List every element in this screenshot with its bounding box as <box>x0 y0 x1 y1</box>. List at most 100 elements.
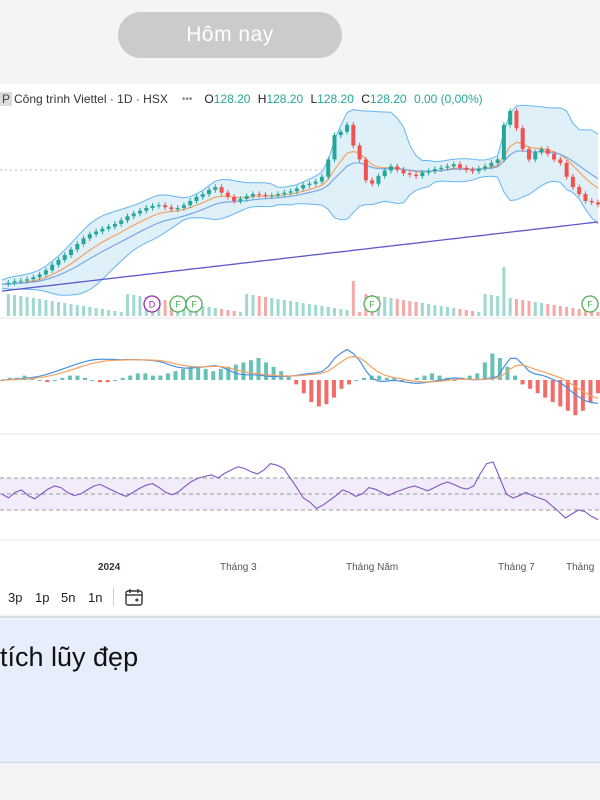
x-tick-thang-7: Tháng 7 <box>498 562 535 573</box>
candle-body <box>570 176 575 188</box>
volume-bar <box>439 306 443 316</box>
candle-body <box>451 164 456 167</box>
today-button[interactable]: Hôm nay <box>118 12 342 58</box>
macd-histogram-bar <box>505 366 510 380</box>
candle-body <box>257 194 262 196</box>
volume-bar <box>433 305 437 316</box>
volume-bar <box>508 298 512 316</box>
candle-body <box>131 213 136 217</box>
post-text: tích lũy đẹp <box>0 642 139 672</box>
macd-histogram-bar <box>233 364 238 380</box>
volume-bar <box>69 304 73 316</box>
candle-body <box>332 135 337 160</box>
rsi-line <box>1 461 599 521</box>
event-marker[interactable]: F <box>363 295 381 313</box>
more-options-icon[interactable]: ••• <box>181 93 193 105</box>
volume-bar <box>571 308 575 316</box>
toolbar-divider <box>113 588 114 606</box>
change-value: 0.00 (0,00%) <box>413 92 483 106</box>
macd-histogram-bar <box>588 380 593 402</box>
candle-body <box>288 191 293 193</box>
volume-bar <box>207 307 211 316</box>
rsi-panel <box>0 461 600 521</box>
open-label: O <box>204 92 214 106</box>
event-marker-circle <box>143 295 161 313</box>
candle-body <box>276 194 281 196</box>
timeframe-toolbar: 3p 1p 5n 1n <box>0 586 600 610</box>
candle-body <box>470 169 475 172</box>
candle-body <box>583 194 588 201</box>
timeframe-1n[interactable]: 1n <box>88 590 103 605</box>
ma-long <box>1 221 599 292</box>
candle-body <box>112 223 117 227</box>
volume-bar <box>514 299 518 316</box>
candle-body <box>294 188 299 192</box>
candle-body <box>31 277 36 280</box>
macd-histogram-bar <box>301 380 306 394</box>
candle-body <box>351 124 356 146</box>
calendar-icon[interactable] <box>124 587 144 610</box>
bollinger-fill <box>2 105 598 296</box>
macd-histogram-bar <box>248 360 253 380</box>
macd-histogram-bar <box>7 377 12 380</box>
volume-bar <box>276 299 280 316</box>
event-marker[interactable]: F <box>581 295 599 313</box>
volume-bar <box>220 309 224 316</box>
symbol-fragment[interactable]: P <box>0 92 13 106</box>
volume-bar <box>345 310 349 316</box>
event-marker-circle <box>581 295 599 313</box>
candle-body <box>495 159 500 163</box>
candle-body <box>238 198 243 201</box>
macd-histogram-bar <box>45 380 50 383</box>
candle-body <box>457 164 462 168</box>
timeframe-5n[interactable]: 5n <box>61 590 76 605</box>
macd-histogram-bar <box>90 380 95 381</box>
volume-bar <box>295 302 299 316</box>
volume-bar <box>414 302 418 316</box>
macd-histogram-bar <box>75 375 80 380</box>
chart-title[interactable]: Công trình Viettel · 1D · HSX <box>14 92 168 106</box>
volume-bar <box>289 301 293 316</box>
timeframe-1p[interactable]: 1p <box>35 590 50 605</box>
macd-histogram-bar <box>294 380 299 385</box>
candle-body <box>401 169 406 174</box>
volume-bar <box>483 294 487 316</box>
volume-bar <box>389 298 393 316</box>
macd-histogram-bar <box>271 366 276 380</box>
candle-body <box>432 169 437 172</box>
macd-histogram-bar <box>256 358 261 380</box>
candle-body <box>119 220 124 224</box>
candle-body <box>357 145 362 160</box>
volume-bar <box>320 306 324 316</box>
timeframe-3p[interactable]: 3p <box>8 590 23 605</box>
event-marker[interactable]: F <box>185 295 203 313</box>
macd-histogram-bar <box>362 377 367 380</box>
event-marker[interactable]: F <box>169 295 187 313</box>
candle-body <box>12 281 17 283</box>
volume-bar <box>31 298 35 316</box>
chart-header: P Công trình Viettel · 1D · HSX ••• O128… <box>0 90 483 108</box>
macd-histogram-bar <box>347 380 352 385</box>
volume-bar <box>471 311 475 316</box>
macd-histogram-bar <box>120 377 125 380</box>
candle-body <box>388 166 393 171</box>
volume-bar <box>527 301 531 316</box>
volume-bar <box>50 301 54 316</box>
event-marker[interactable]: D <box>143 295 161 313</box>
macd-histogram-bar <box>60 377 65 380</box>
volume-bar <box>125 294 129 316</box>
volume-bar <box>546 304 550 316</box>
candle-body <box>269 195 274 197</box>
bollinger-lower <box>1 175 599 296</box>
x-tick-2024: 2024 <box>98 562 121 573</box>
candle-body <box>552 153 557 160</box>
candle-body <box>426 171 431 173</box>
macd-histogram-bar <box>558 380 563 407</box>
macd-histogram-bar <box>181 369 186 380</box>
post-content[interactable]: tích lũy đẹp <box>0 620 600 763</box>
macd-histogram-bar <box>135 373 140 380</box>
candle-body <box>326 159 331 177</box>
